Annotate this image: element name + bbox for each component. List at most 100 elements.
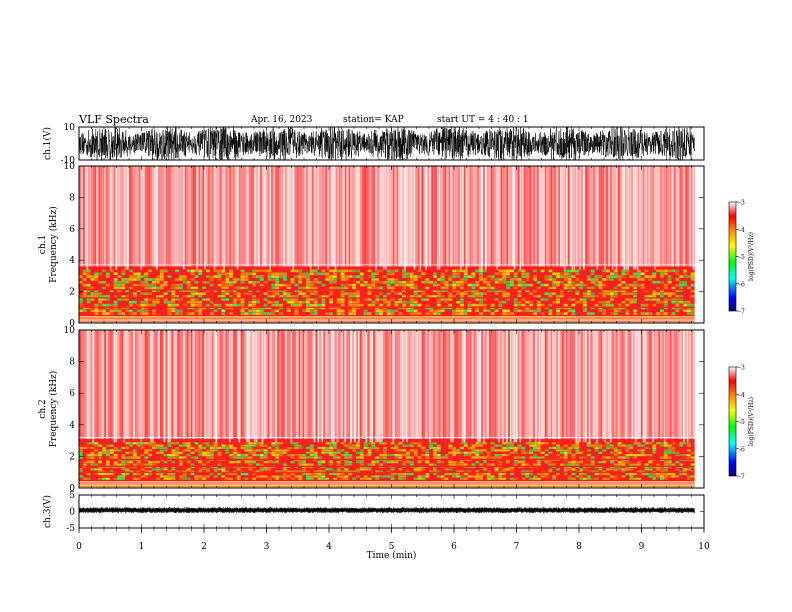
lf-band-cell (367, 283, 372, 287)
lf-band-cell (425, 295, 430, 298)
lf-band-cell (213, 269, 218, 273)
impulse-stripe (334, 166, 337, 270)
lf-band-cell (190, 272, 195, 276)
impulse-stripe (404, 166, 406, 270)
lf-band-cell (367, 298, 372, 301)
lf-band-cell (567, 463, 572, 466)
high-band-column (558, 330, 561, 439)
lf-band-cell (440, 461, 445, 464)
lf-band-cell (390, 272, 395, 276)
lf-band-cell (467, 451, 472, 454)
impulse-stripe (213, 166, 216, 270)
lf-band-cell (652, 275, 657, 278)
lf-band-cell (644, 295, 649, 298)
lf-band-cell (506, 442, 510, 445)
lf-band-cell (194, 309, 199, 313)
lf-band-cell (140, 442, 145, 445)
lf-band-cell (490, 475, 495, 478)
lf-band-cell (236, 298, 241, 301)
lf-band-cell (98, 454, 103, 457)
lf-band-cell (479, 463, 484, 466)
lf-band-cell (113, 278, 118, 281)
lf-band-cell (259, 454, 264, 457)
lf-band-cell (513, 286, 518, 290)
lf-band-cell (306, 283, 310, 287)
lf-band-cell (386, 272, 391, 276)
lf-band-cell (152, 298, 156, 301)
high-band-column (615, 330, 618, 439)
lf-band-cell (279, 289, 283, 293)
lf-band-cell (663, 449, 668, 452)
lf-band-cell (255, 442, 260, 445)
lf-band-cell (402, 477, 407, 480)
high-band-column (617, 166, 620, 267)
high-band-column (523, 166, 526, 267)
high-band-column (132, 166, 135, 267)
lf-band-cell (406, 454, 410, 457)
lf-band-cell (290, 477, 295, 480)
lf-band-cell (598, 444, 603, 447)
lf-band-cell (182, 475, 187, 478)
lf-band-cell (171, 451, 176, 454)
lf-band-cell (417, 312, 422, 315)
lf-band-cell (513, 309, 518, 313)
xtick-label: 10 (698, 542, 710, 552)
high-band-column (586, 330, 590, 439)
lf-band-cell (425, 456, 430, 459)
lf-band-cell (105, 303, 110, 307)
high-band-column (446, 330, 449, 439)
lf-band-cell (636, 278, 641, 281)
lf-band-cell (525, 473, 530, 476)
lf-band-cell (248, 449, 253, 452)
lf-band-cell (317, 303, 322, 307)
lf-band-cell (409, 298, 414, 301)
lf-band-cell (440, 278, 445, 281)
lf-band-cell (102, 309, 106, 313)
high-band-column (550, 330, 553, 439)
lf-band-cell (598, 292, 603, 295)
lf-band-cell (498, 278, 503, 281)
lf-band-cell (221, 295, 226, 298)
lf-band-cell (667, 278, 672, 281)
lf-band-cell (571, 283, 576, 287)
lf-band-cell (175, 449, 180, 452)
lf-band-cell (413, 286, 418, 290)
lf-band-cell (636, 275, 641, 278)
lf-band-cell (255, 475, 260, 478)
lf-band-cell (479, 295, 484, 298)
high-band-column (138, 330, 141, 439)
lf-band-cell (444, 286, 449, 290)
impulse-stripe (538, 330, 541, 443)
lf-band-cell (163, 446, 168, 450)
lf-band-cell (198, 454, 203, 457)
high-band-column (400, 166, 403, 267)
lf-band-cell (217, 454, 222, 457)
lf-band-cell (117, 298, 122, 301)
high-band-column (348, 330, 351, 439)
lf-band-cell (475, 289, 480, 293)
lf-band-cell (371, 278, 376, 281)
lf-band-cell (448, 278, 453, 281)
lf-band-cell (352, 300, 357, 304)
lf-band-cell (348, 298, 353, 301)
high-band-column (486, 330, 489, 439)
lf-band-cell (259, 449, 264, 452)
lf-band-cell (567, 286, 572, 290)
lf-band-cell (306, 456, 310, 459)
lf-band-cell (329, 451, 333, 454)
lf-band-cell (148, 444, 153, 447)
lf-band-cell (86, 461, 91, 464)
high-band-column (538, 166, 541, 267)
lf-band-cell (483, 292, 487, 295)
lf-band-cell (148, 292, 153, 295)
lf-band-cell (486, 281, 491, 284)
lf-band-cell (625, 272, 630, 276)
lf-band-cell (644, 468, 649, 471)
lf-band-cell (617, 463, 622, 466)
high-band-column (265, 166, 268, 267)
lf-band-cell (425, 461, 430, 464)
lf-band-cell (409, 444, 414, 447)
lf-band-cell (629, 444, 634, 447)
lf-band-cell (244, 272, 249, 276)
lf-band-cell (386, 300, 391, 304)
